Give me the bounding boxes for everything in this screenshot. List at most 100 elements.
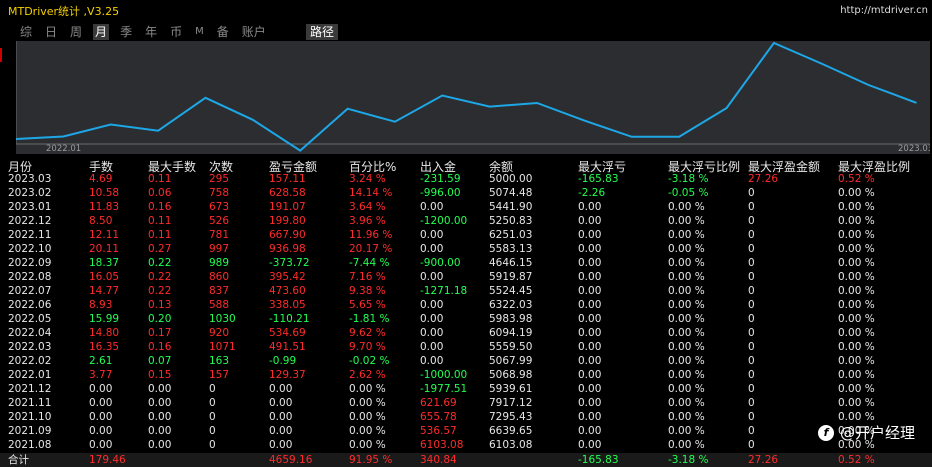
row-cell-2: 0.22 [148,285,172,297]
table-row[interactable]: 2021.08 0.00 0.00 0 0.00 0.00 % 6103.08 6103.08… [0,438,932,452]
row-cell-7: 5441.90 [489,201,533,213]
chart-background [16,41,930,154]
column-header-3[interactable]: 次数 [209,160,234,174]
row-cell-5: 0.00 % [349,425,386,437]
row-cell-2: 0.07 [148,355,172,367]
table-row[interactable]: 2021.10 0.00 0.00 0 0.00 0.00 % 655.78 7295.43 0… [0,410,932,424]
row-cell-7: 7295.43 [489,411,533,423]
row-cell-11: 0.00 % [838,355,875,367]
period-tab-4[interactable]: 季 [120,25,133,39]
row-cell-1: 16.35 [89,341,120,353]
column-header-9[interactable]: 最大浮亏比例 [668,160,741,174]
row-cell-8: 0.00 [578,411,602,423]
table-row[interactable]: 2021.09 0.00 0.00 0 0.00 0.00 % 536.57 6639.65 0… [0,424,932,438]
x-end-label: 2023.03 [898,144,930,154]
column-header-4[interactable]: 盈亏金额 [269,160,318,174]
period-tab-2[interactable]: 周 [70,25,83,39]
row-cell-1: 16.05 [89,271,120,283]
row-cell-11: 0.00 % [838,299,875,311]
row-cell-0: 2021.09 [8,425,52,437]
column-header-5[interactable]: 百分比% [349,160,397,174]
table-row[interactable]: 2022.08 16.05 0.22 860 395.42 7.16 % 0.00 5919.… [0,270,932,284]
row-cell-7: 5250.83 [489,215,533,227]
table-row[interactable]: 2022.09 18.37 0.22 989 -373.72 -7.44 % -900.00… [0,256,932,270]
period-tab-5[interactable]: 年 [145,25,158,39]
total-cell-6: 340.84 [420,454,457,466]
row-cell-11: 0.00 % [838,243,875,255]
row-cell-9: 0.00 % [668,201,705,213]
row-cell-5: 0.00 % [349,411,386,423]
table-row[interactable]: 2022.06 8.93 0.13 588 338.05 5.65 % 0.00 6322.0… [0,298,932,312]
chart-point-13 [631,136,633,138]
row-cell-2: 0.22 [148,271,172,283]
row-cell-9: 0.00 % [668,369,705,381]
site-url-link[interactable]: http://mtdriver.cn [840,5,928,16]
row-cell-1: 4.69 [89,173,113,185]
row-cell-6: -996.00 [420,187,461,199]
row-cell-5: 5.65 % [349,299,386,311]
row-cell-6: 0.00 [420,341,444,353]
table-row[interactable]: 2022.05 15.99 0.20 1030 -110.21 -1.81 % 0.00 59… [0,312,932,326]
row-cell-0: 2022.07 [8,285,52,297]
row-cell-10: 0 [748,313,755,325]
row-cell-11: 0.00 % [838,397,875,409]
table-row[interactable]: 2022.01 3.77 0.15 157 129.37 2.62 % -1000.00 50… [0,368,932,382]
row-cell-2: 0.11 [148,215,172,227]
period-tab-6[interactable]: 币 [170,25,183,39]
chart-point-15 [725,107,728,109]
row-cell-5: -7.44 % [349,257,390,269]
path-button[interactable]: 路径 [306,24,339,40]
row-cell-11: 0.00 % [838,257,875,269]
row-cell-8: 0.00 [578,383,602,395]
column-header-7[interactable]: 余额 [489,160,514,174]
table-row[interactable]: 2023.02 10.58 0.06 758 628.58 14.14 % -996.00 5… [0,186,932,200]
column-header-10[interactable]: 最大浮盈金额 [748,160,821,174]
row-cell-5: 11.96 % [349,229,393,241]
row-cell-3: 163 [209,355,230,367]
table-row[interactable]: 2022.07 14.77 0.22 837 473.60 9.38 % -1271.18 5… [0,284,932,298]
column-header-0[interactable]: 月份 [8,160,33,174]
row-cell-11: 0.00 % [838,411,875,423]
table-row[interactable]: 2021.12 0.00 0.00 0 0.00 0.00 % -1977.51 5939.6… [0,382,932,396]
column-header-2[interactable]: 最大手数 [148,160,197,174]
period-tab-0[interactable]: 综 [20,25,33,39]
row-cell-8: 0.00 [578,327,602,339]
table-row[interactable]: 2022.11 12.11 0.11 781 667.90 11.96 % 0.00 6251… [0,228,932,242]
row-cell-2: 0.00 [148,411,172,423]
row-cell-0: 2022.09 [8,257,52,269]
row-cell-6: 0.00 [420,271,444,283]
column-header-1[interactable]: 手数 [89,160,114,174]
row-cell-11: 0.00 % [838,313,875,325]
column-header-6[interactable]: 出入金 [420,160,457,174]
table-row[interactable]: 2022.10 20.11 0.27 997 936.98 20.17 % 0.00 5583… [0,242,932,256]
total-cell-9: -3.18 % [668,454,709,466]
row-cell-1: 20.11 [89,243,120,255]
total-cell-10: 27.26 [748,454,779,466]
table-row[interactable]: 2023.03 4.69 0.11 295 157.11 3.24 % -231.59 500… [0,172,932,186]
column-header-11[interactable]: 最大浮盈比例 [838,160,911,174]
row-cell-4: 534.69 [269,327,306,339]
row-cell-0: 2023.01 [8,201,52,213]
period-tab-3[interactable]: 月 [93,24,110,40]
period-tab-9[interactable]: 账户 [241,25,266,39]
column-header-8[interactable]: 最大浮亏 [578,160,627,174]
table-row[interactable]: 2022.02 2.61 0.07 163 -0.99 -0.02 % 0.00 5067.9… [0,354,932,368]
table-row[interactable]: 2021.11 0.00 0.00 0 0.00 0.00 % 621.69 7917.12 0… [0,396,932,410]
row-cell-4: -110.21 [269,313,310,325]
table-row[interactable]: 2022.04 14.80 0.17 920 534.69 9.62 % 0.00 6094.… [0,326,932,340]
period-tab-7[interactable]: M [195,26,204,37]
row-cell-4: 0.00 [269,411,293,423]
row-cell-0: 2021.10 [8,411,52,423]
row-cell-8: 0.00 [578,425,602,437]
period-tab-1[interactable]: 日 [45,25,58,39]
period-tab-8[interactable]: 备 [216,25,229,39]
table-row[interactable]: 2022.03 16.35 0.16 1071 491.51 9.70 % 0.00 5559… [0,340,932,354]
row-cell-11: 0.00 % [838,439,875,451]
row-cell-9: 0.00 % [668,313,705,325]
table-row[interactable]: 2023.01 11.83 0.16 673 191.07 3.64 % 0.00 5441.… [0,200,932,214]
table-row[interactable]: 2022.12 8.50 0.11 526 199.80 3.96 % -1200.00 52… [0,214,932,228]
row-cell-8: 0.00 [578,271,602,283]
row-cell-11: 0.00 % [838,229,875,241]
row-cell-4: 473.60 [269,285,306,297]
row-cell-8: 0.00 [578,285,602,297]
